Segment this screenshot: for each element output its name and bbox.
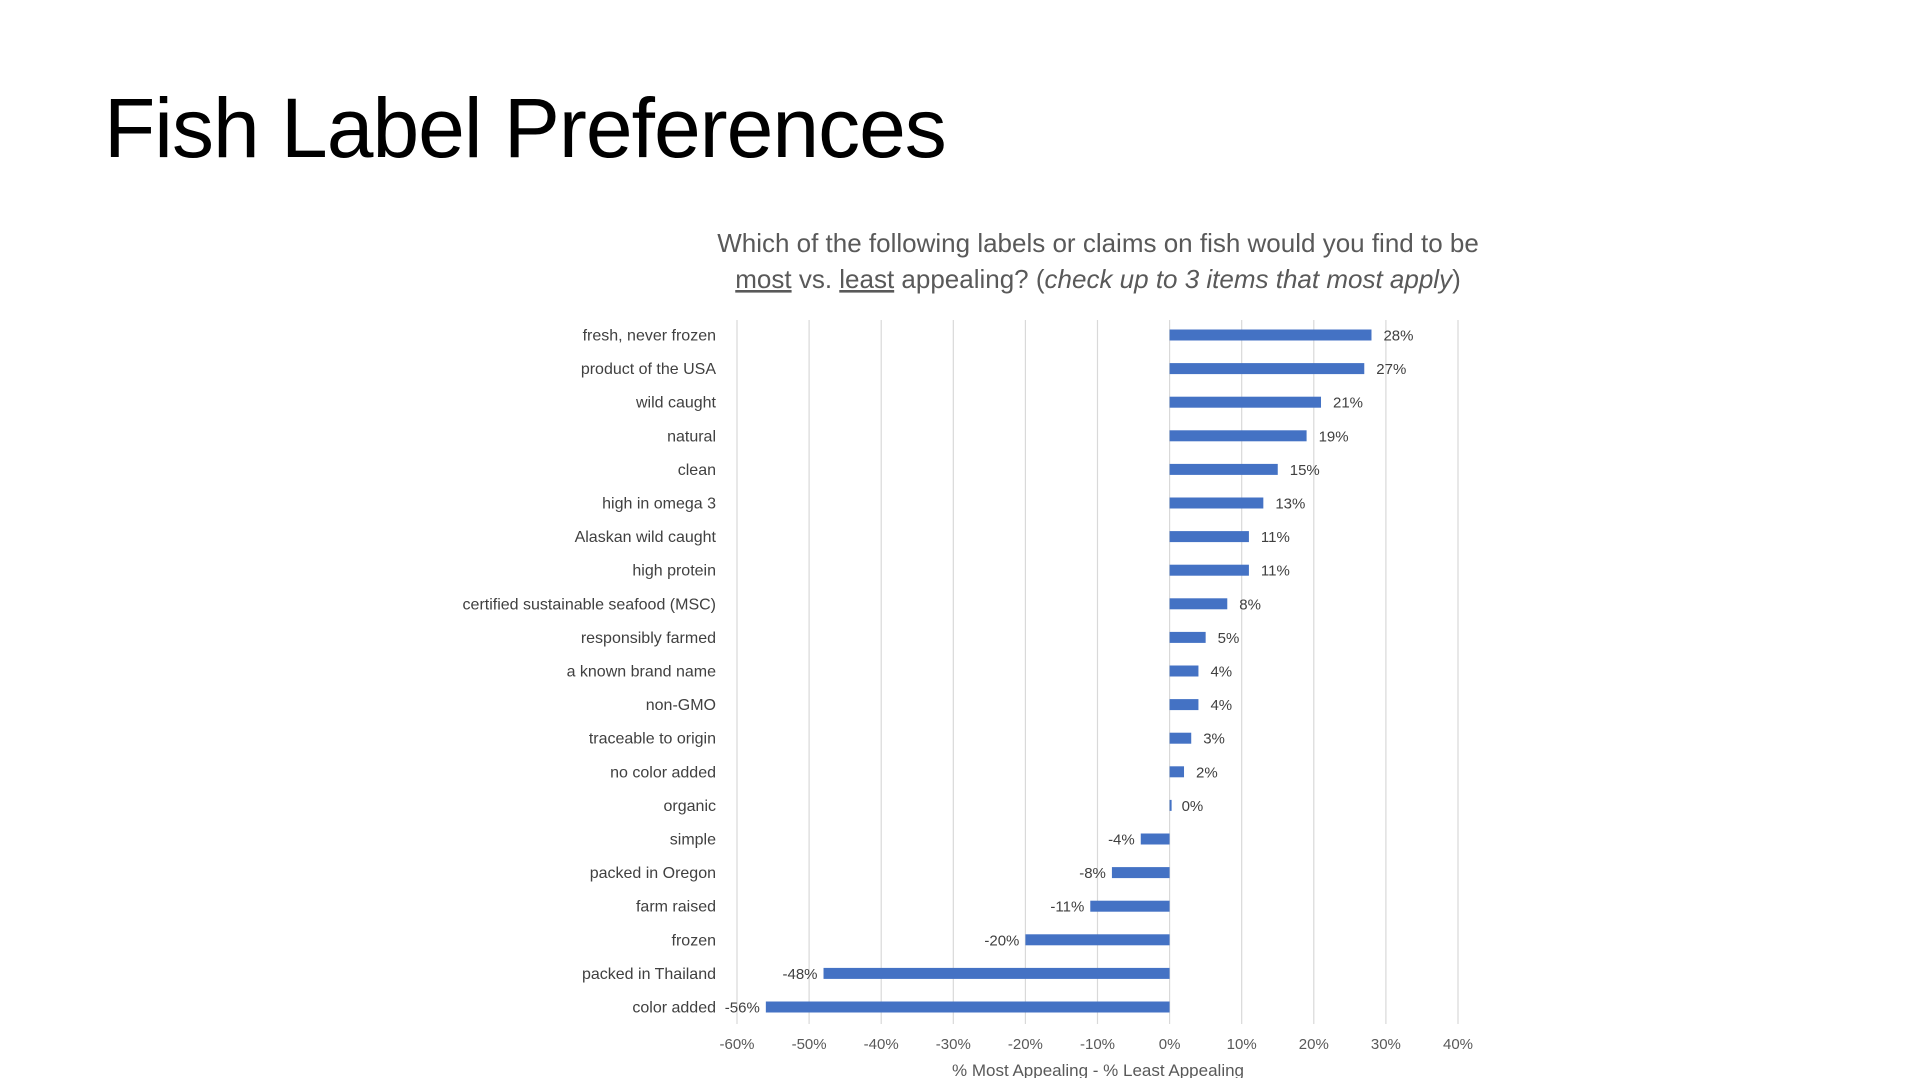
x-tick-label: -60% [719,1036,754,1053]
bar [1169,430,1307,442]
chart-question-span: ) [1452,264,1461,294]
x-tick-label: 10% [1227,1036,1257,1053]
bar [1169,665,1199,677]
chart-question-title: Which of the following labels or claims … [717,228,1479,294]
bar [1169,463,1278,475]
x-tick-labels: -60% -50% -40% -30% -20% -10% 0% 10% 20% 30% 40% [719,1036,1473,1053]
bar [1111,867,1170,879]
value-label: -4% [1108,832,1135,849]
category-label: clean [678,462,716,479]
bar [765,1001,1170,1013]
x-tick-label: -20% [1008,1036,1043,1053]
category-label: fresh, never frozen [583,328,716,345]
category-label: traceable to origin [589,731,716,748]
bar [1169,799,1172,811]
slide-title: Fish Label Preferences [104,81,947,175]
value-label: 19% [1319,428,1349,445]
x-axis-title: % Most Appealing - % Least Appealing [952,1061,1244,1078]
category-labels: fresh, never frozen product of the USA wil… [463,328,717,1017]
x-tick-label: 30% [1371,1036,1401,1053]
category-label: color added [632,1000,716,1017]
bar [1025,934,1170,946]
category-label: frozen [672,932,716,949]
x-tick-label: -50% [792,1036,827,1053]
category-label: simple [670,832,716,849]
bar [1169,732,1192,744]
chart-question-span: appealing? ( [894,264,1045,294]
value-label: -56% [725,1000,760,1017]
value-label: 0% [1182,798,1204,815]
category-label: Alaskan wild caught [575,529,717,546]
value-label: 8% [1239,596,1261,613]
x-tick-label: -30% [936,1036,971,1053]
value-labels: 28%27%21%19%15%13%11%11%8%5%4%4%3%2%0%-4… [725,328,1414,1017]
value-label: 4% [1210,664,1232,681]
bar [1169,531,1249,543]
x-tick-label: -40% [864,1036,899,1053]
category-label: a known brand name [567,664,717,681]
x-tick-label: 40% [1443,1036,1473,1053]
value-label: 28% [1383,328,1413,345]
chart-question-span: vs. [792,264,840,294]
chart-question-span: least [839,264,895,294]
bar [1169,631,1206,643]
bar [1169,564,1249,576]
value-label: 5% [1218,630,1240,647]
chart-question-span: check up to 3 items that most apply [1045,264,1455,294]
bar [1169,699,1199,711]
value-label: 27% [1376,361,1406,378]
bar [1140,833,1170,845]
bar [1169,598,1228,610]
value-label: 3% [1203,731,1225,748]
x-tick-label: 0% [1159,1036,1181,1053]
bar [1169,329,1372,341]
category-label: high protein [632,563,716,580]
chart-question-span: most [735,264,792,294]
chart-question-line: Which of the following labels or claims … [717,228,1479,258]
category-label: natural [667,428,716,445]
bar [1090,900,1170,912]
x-tick-label: 20% [1299,1036,1329,1053]
bar [1169,396,1322,408]
gridlines [736,320,1459,1024]
bar [1169,363,1365,375]
value-label: -48% [782,966,817,983]
bar [1169,766,1185,778]
value-label: -20% [984,932,1019,949]
value-label: 21% [1333,395,1363,412]
chart-question-line: most vs. least appealing? (check up to 3… [735,264,1461,294]
value-label: 4% [1210,697,1232,714]
category-label: packed in Thailand [582,966,716,983]
x-tick-label: -10% [1080,1036,1115,1053]
value-label: 13% [1275,496,1305,513]
category-label: high in omega 3 [602,496,716,513]
category-label: product of the USA [581,361,717,378]
bar [1169,497,1264,509]
category-label: non-GMO [646,697,716,714]
value-label: 11% [1261,563,1290,580]
category-label: no color added [610,764,716,781]
bars [765,329,1372,1013]
category-label: wild caught [635,395,717,412]
category-label: responsibly farmed [581,630,716,647]
category-label: organic [664,798,716,815]
category-label: packed in Oregon [590,865,716,882]
category-label: farm raised [636,899,716,916]
value-label: -11% [1050,899,1084,916]
value-label: 2% [1196,764,1218,781]
value-label: -8% [1079,865,1106,882]
value-label: 11% [1261,529,1290,546]
chart-question-span: Which of the following labels or claims … [717,228,1479,258]
category-label: certified sustainable seafood (MSC) [463,596,716,613]
value-label: 15% [1290,462,1320,479]
bar [823,967,1170,979]
